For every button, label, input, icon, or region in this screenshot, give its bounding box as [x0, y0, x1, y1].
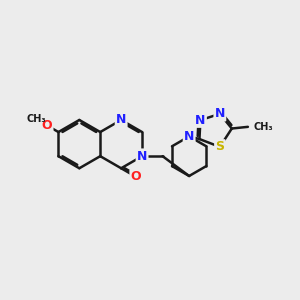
Text: N: N: [137, 150, 147, 163]
Text: CH₃: CH₃: [26, 114, 46, 124]
Text: CH₃: CH₃: [253, 122, 273, 132]
Text: N: N: [116, 113, 126, 127]
Text: O: O: [130, 170, 141, 183]
Text: S: S: [215, 140, 224, 153]
Text: N: N: [215, 107, 225, 120]
Text: O: O: [42, 119, 52, 132]
Text: N: N: [195, 114, 206, 127]
Text: N: N: [184, 130, 194, 143]
